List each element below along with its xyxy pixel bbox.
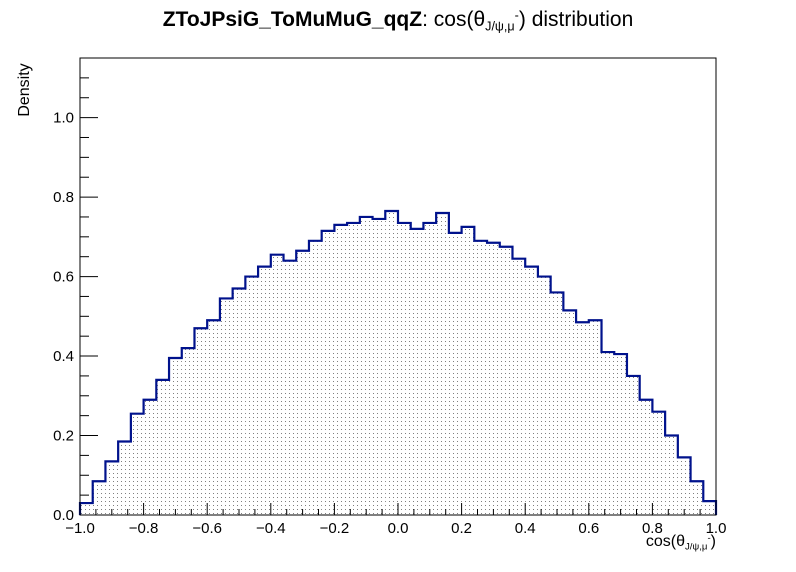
x-tick-label: −0.4	[256, 520, 286, 537]
x-tick-label: 0.0	[388, 520, 409, 537]
histogram-bin	[626, 375, 640, 515]
histogram-bin	[652, 411, 666, 515]
xlabel-suffix: )	[710, 533, 716, 550]
y-axis-label: Density	[16, 63, 33, 117]
histogram-bin	[563, 310, 577, 515]
histogram-bin	[130, 413, 144, 515]
histogram-bin	[537, 276, 551, 515]
histogram-bin	[474, 240, 488, 516]
y-tick-label: 0.0	[53, 507, 74, 524]
histogram-bin	[232, 288, 246, 515]
x-tick-label: 1.0	[706, 520, 727, 537]
histogram-bin	[499, 246, 513, 515]
x-tick-label: −1.0	[65, 520, 95, 537]
histogram-bin	[143, 399, 157, 515]
histogram-bin	[347, 222, 360, 515]
histogram-bin	[372, 218, 386, 515]
histogram-bin	[334, 224, 348, 515]
histogram-bin	[487, 242, 500, 515]
x-tick-label: −0.2	[320, 520, 350, 537]
histogram-bin	[219, 298, 233, 515]
x-tick-label: −0.8	[129, 520, 159, 537]
x-axis-label: cos(θJ/ψ,μ-)	[646, 533, 716, 552]
histogram-bin	[258, 266, 271, 515]
histogram-bin	[677, 457, 691, 515]
y-tick-label: 0.8	[53, 189, 74, 206]
x-tick-label: 0.2	[451, 520, 472, 537]
x-tick-label: 0.8	[642, 520, 663, 537]
histogram-bin	[398, 222, 411, 515]
title-sup: -	[514, 8, 519, 23]
histogram-bin	[207, 320, 220, 515]
y-tick-label: 0.4	[53, 348, 74, 365]
histogram-bin	[296, 250, 309, 515]
title-sub: J/ψ,μ	[485, 19, 515, 34]
xlabel-sup: -	[707, 533, 711, 545]
histogram-bin	[410, 228, 424, 515]
histogram-bin	[588, 320, 602, 515]
histogram-bin	[550, 292, 564, 515]
histogram-bin	[194, 328, 208, 515]
xlabel-sub: J/ψ,μ	[684, 541, 708, 553]
histogram-bin	[245, 276, 259, 515]
histogram-bin	[639, 399, 653, 515]
histogram-bin	[156, 379, 170, 515]
x-tick-label: −0.6	[192, 520, 222, 537]
histogram-bin	[690, 481, 704, 515]
y-tick-label: 0.2	[53, 428, 74, 445]
histogram-bin	[703, 501, 716, 515]
xlabel-prefix: cos(θ	[645, 533, 685, 550]
histogram-bin	[525, 266, 538, 515]
x-tick-label: 0.6	[578, 520, 599, 537]
histogram-outline	[78, 209, 718, 515]
histogram-bin	[118, 441, 131, 515]
x-tick-label: 0.4	[515, 520, 536, 537]
title-sep: :	[422, 8, 428, 31]
histogram-bin	[105, 461, 119, 515]
title-rest-prefix: cos(θ	[433, 8, 486, 31]
histogram-bin	[270, 254, 284, 516]
y-tick-label: 1.0	[53, 110, 74, 127]
histogram-bin	[576, 322, 589, 515]
histogram-bin	[614, 354, 627, 515]
histogram-bin	[308, 240, 322, 516]
histogram-bin	[665, 435, 678, 515]
histogram-bin	[283, 260, 297, 515]
title-rest-suffix: ) distribution	[518, 8, 634, 31]
chart-title: ZToJPsiG_ToMuMuG_qqZ: cos(θJ/ψ,μ-) distr…	[0, 8, 796, 33]
histogram-bin	[169, 358, 182, 515]
histogram-bin	[601, 352, 615, 515]
histogram-bin	[385, 210, 398, 515]
histogram-bin	[423, 222, 437, 515]
histogram-bin	[92, 481, 106, 515]
histogram-bin	[461, 226, 475, 516]
histogram-bin	[448, 232, 462, 515]
histogram-bin	[436, 212, 449, 515]
title-main: ZToJPsiG_ToMuMuG_qqZ	[162, 8, 423, 31]
y-tick-label: 0.6	[53, 269, 74, 286]
histogram-bin	[359, 216, 373, 515]
histogram-bin	[181, 348, 195, 515]
histogram-bin	[321, 230, 335, 515]
histogram-bin	[80, 503, 93, 515]
histogram-bin	[512, 258, 526, 515]
